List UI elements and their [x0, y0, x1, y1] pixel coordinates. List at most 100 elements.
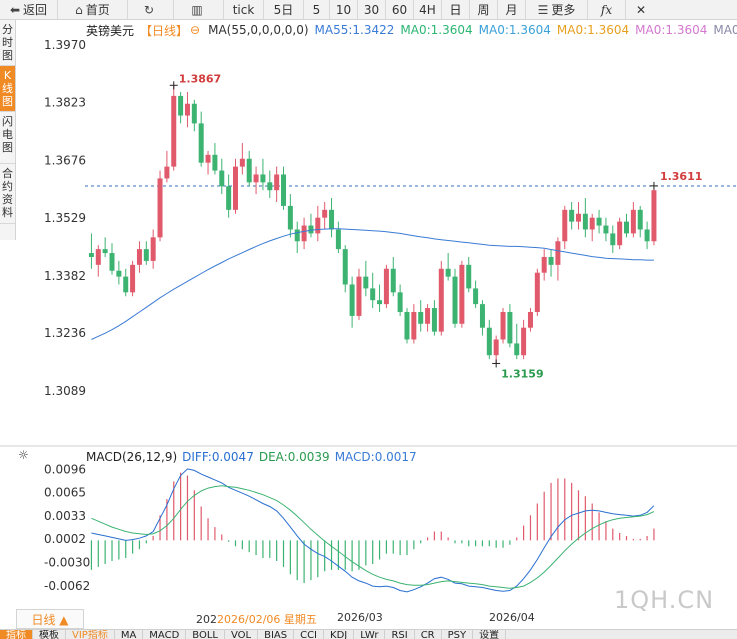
indicator-tab-2[interactable]: VIP指标: [66, 630, 115, 639]
tick-button[interactable]: tick: [224, 0, 264, 19]
candle-body: [246, 158, 252, 183]
candle-body: [651, 190, 657, 242]
indicator-tab-11[interactable]: RSI: [385, 630, 415, 639]
toggle-icon[interactable]: ⊖: [190, 23, 201, 37]
candle-body: [226, 186, 232, 210]
candle-body: [582, 213, 588, 230]
annotations: 1.3867 1.3159 1.3611: [169, 72, 702, 380]
macd-tick-label: -0.0062: [44, 579, 90, 593]
diff-line: [91, 468, 655, 593]
period-4h-button[interactable]: 4H: [414, 0, 442, 19]
candle-body: [575, 213, 581, 222]
date-label-0: 202: [196, 613, 217, 626]
more-button[interactable]: ☰ 更多: [526, 0, 588, 19]
indicator-tab-8[interactable]: CCI: [294, 630, 325, 639]
ma55-line: [91, 228, 654, 340]
ma55-value: MA55:1.3422: [314, 23, 395, 37]
macd-title[interactable]: MACD(26,12,9): [86, 450, 178, 464]
indicator-tab-1[interactable]: 模板: [33, 630, 66, 639]
indicator-tab-4[interactable]: MACD: [143, 630, 187, 639]
back-button[interactable]: ⬅ 返回: [0, 0, 58, 19]
candle-body: [637, 209, 643, 230]
candle-body: [274, 174, 280, 191]
dea-line: [91, 485, 655, 589]
home-button[interactable]: ⌂ 首页: [58, 0, 128, 19]
indicator-tab-12[interactable]: CR: [415, 630, 442, 639]
candle-body: [644, 229, 650, 242]
settings-icon[interactable]: ☼: [18, 448, 29, 462]
date-label-2: 2026/03: [337, 611, 383, 624]
period-week-button[interactable]: 周: [470, 0, 498, 19]
candle-body: [95, 249, 101, 265]
candle-body: [479, 304, 485, 328]
candle-body: [390, 268, 396, 293]
candle-body: [363, 276, 369, 289]
candle-body: [624, 221, 630, 234]
candle-body: [438, 268, 444, 332]
indicator-tab-3[interactable]: MA: [115, 630, 144, 639]
indicator-tab-10[interactable]: LWr: [354, 630, 386, 639]
period-30min-button[interactable]: 30: [358, 0, 386, 19]
candle-body: [102, 249, 108, 254]
indicator-tab-9[interactable]: KDJ: [324, 630, 355, 639]
close-button[interactable]: ✕: [626, 0, 656, 19]
home-icon: ⌂: [75, 2, 83, 17]
indicator-button[interactable]: ▥: [174, 0, 224, 19]
macd-axis: 0.0096 0.0065 0.0033 0.0002 -0.0030 -0.0062: [44, 463, 90, 593]
candle-body: [370, 288, 376, 301]
back-arrow-icon: ⬅: [9, 2, 21, 17]
price-chart[interactable]: 1.3970 1.3823 1.3676 1.3529 1.3382 1.3236 1.30…: [0, 0, 737, 610]
candle-body: [349, 284, 355, 316]
candle-body: [473, 288, 479, 305]
macd-histogram: [90, 472, 655, 584]
date-axis: 2022026/02/06 星期五 2026/03 2026/04: [196, 611, 535, 627]
candle-body: [431, 308, 437, 332]
refresh-button[interactable]: ↻: [128, 0, 174, 19]
indicator-tab-14[interactable]: 设置: [473, 630, 507, 639]
candle-body: [514, 343, 520, 356]
side-tab-timeshare[interactable]: 分时图: [0, 20, 15, 66]
side-tab-contract[interactable]: 合约资料: [0, 164, 15, 224]
period-5min-button[interactable]: 5: [304, 0, 330, 19]
candle-body: [281, 174, 287, 206]
candle-body: [466, 264, 472, 289]
indicator-tab-6[interactable]: VOL: [225, 630, 259, 639]
candle-body: [116, 270, 122, 277]
side-tab-flash[interactable]: 闪电图: [0, 112, 15, 164]
indicator-tab-bar: 指标 模板 VIP指标 MA MACD BOLL VOL BIAS CCI KDJ LWr RSI CR…: [0, 629, 737, 639]
refresh-icon: ↻: [143, 2, 155, 17]
back-label: 返回: [23, 3, 48, 17]
candle-body: [589, 217, 595, 230]
candle-body: [123, 276, 129, 293]
symbol-name: 英镑美元: [86, 23, 135, 38]
price-tick-label: 1.3236: [44, 326, 86, 340]
period-5day-button[interactable]: 5日: [264, 0, 304, 19]
candle-body: [212, 154, 218, 171]
period-tag[interactable]: 【日线】: [140, 23, 189, 38]
candle-body: [383, 268, 389, 305]
indicator-tab-13[interactable]: PSY: [442, 630, 474, 639]
indicator-tab-7[interactable]: BIAS: [258, 630, 295, 639]
period-month-button[interactable]: 月: [498, 0, 526, 19]
indicator-tab-5[interactable]: BOLL: [186, 630, 225, 639]
candle-body: [493, 339, 499, 356]
period-day-button[interactable]: 日: [442, 0, 470, 19]
candle-body: [205, 154, 211, 163]
candle-body: [232, 166, 238, 210]
formula-button[interactable]: fx: [588, 0, 626, 19]
menu-icon: ☰: [537, 2, 549, 17]
indicator-tab-0[interactable]: 指标: [0, 630, 33, 639]
candle-body: [164, 166, 170, 179]
candle-body: [418, 311, 424, 324]
price-tick-label: 1.3970: [44, 38, 86, 52]
period-60min-button[interactable]: 60: [386, 0, 414, 19]
close-icon: ✕: [635, 2, 647, 17]
candle-body: [143, 249, 149, 261]
candle-body: [287, 205, 293, 230]
period-selector[interactable]: 日线 ▲: [16, 609, 84, 629]
period-10min-button[interactable]: 10: [330, 0, 358, 19]
ma-params[interactable]: MA(55,0,0,0,0,0): [208, 23, 309, 37]
candle-body: [404, 311, 410, 340]
